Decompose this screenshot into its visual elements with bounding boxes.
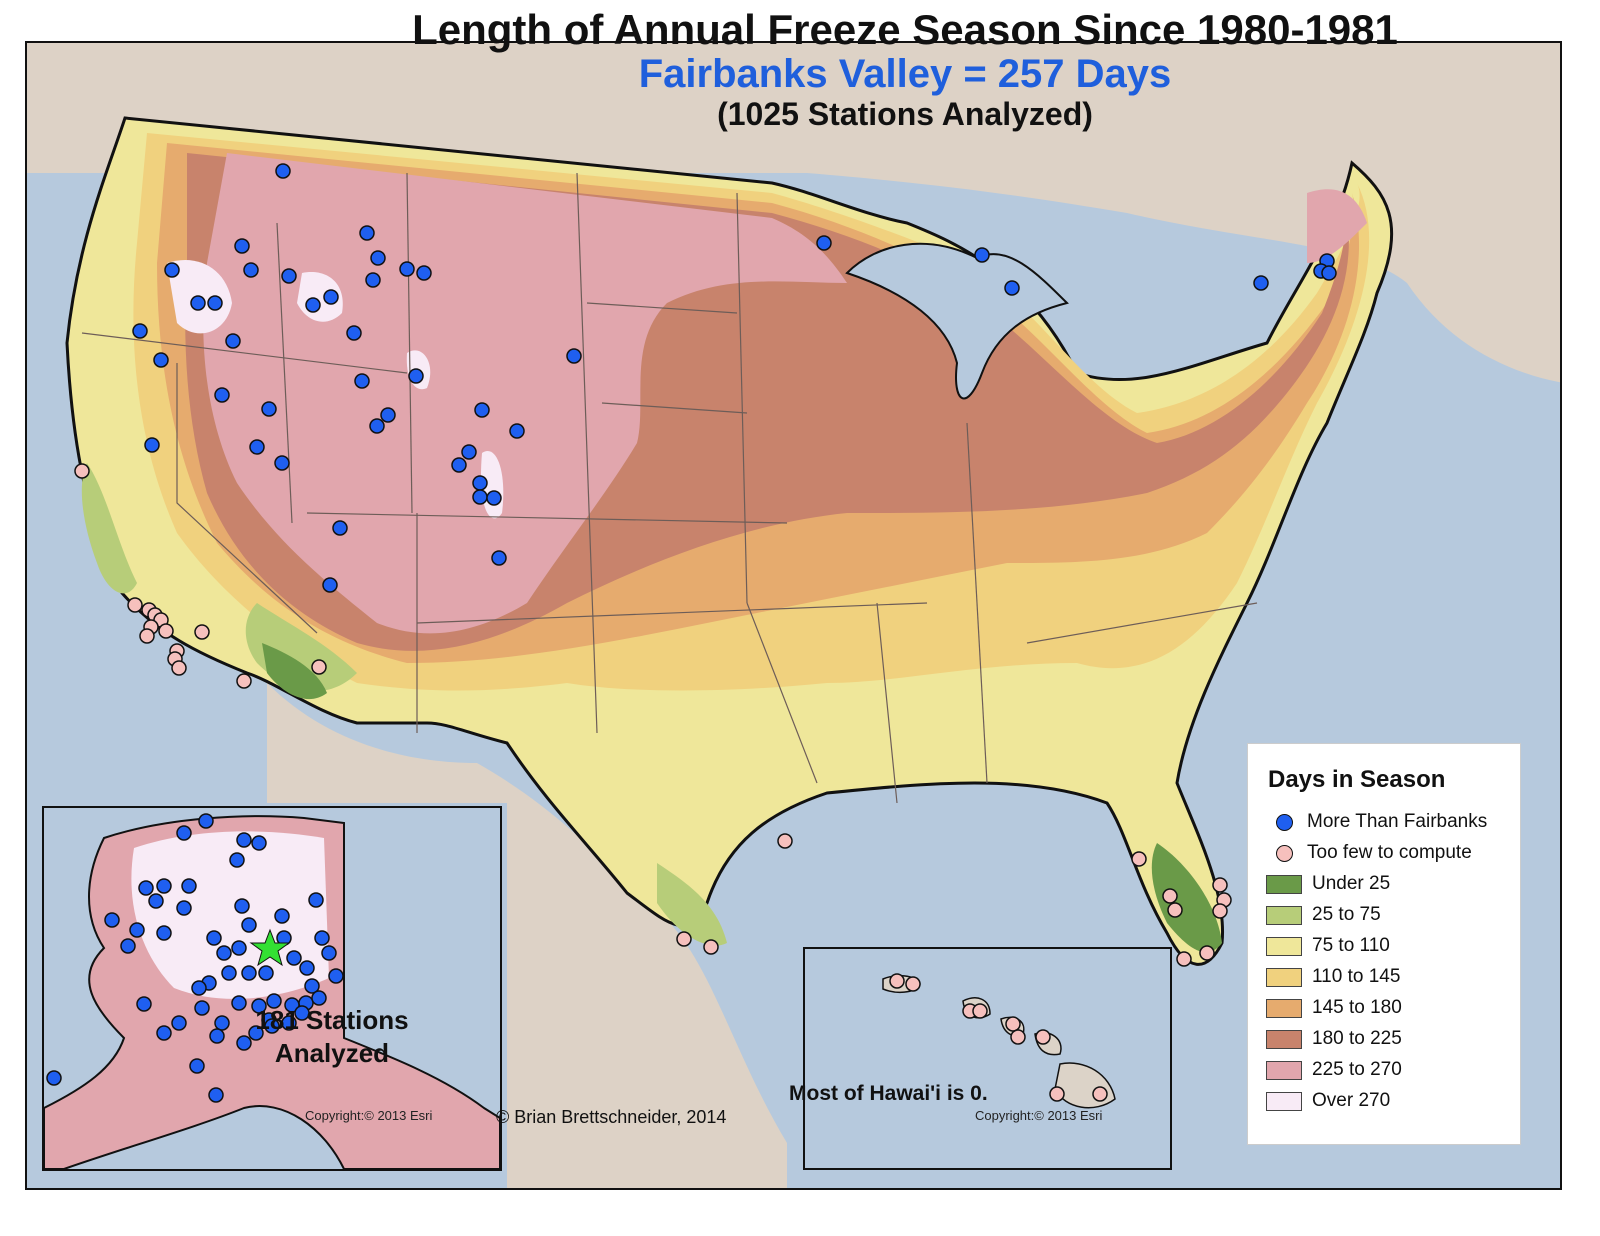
legend-item-more-than-fairbanks: More Than Fairbanks <box>1266 808 1487 836</box>
swatch-under-25 <box>1266 874 1302 894</box>
legend-label: 225 to 270 <box>1312 1059 1402 1080</box>
conus-band-270 <box>203 153 847 634</box>
swatch-180-to-225 <box>1266 1029 1302 1049</box>
legend-label: 25 to 75 <box>1312 904 1381 925</box>
map-canvas <box>27 43 1560 1188</box>
alaska-copyright: Copyright:© 2013 Esri <box>305 1108 433 1123</box>
map-frame <box>25 41 1562 1190</box>
legend-label: Too few to compute <box>1307 842 1472 863</box>
legend: Days in Season More Than Fairbanks Too f… <box>1247 743 1521 1145</box>
legend-item-too-few: Too few to compute <box>1266 839 1472 867</box>
map-title: Length of Annual Freeze Season Since 198… <box>412 6 1398 53</box>
alaska-stations-text: 181 Stations Analyzed <box>255 1005 409 1068</box>
hawaii-inset <box>803 947 1172 1170</box>
swatch-75-to-110 <box>1266 936 1302 956</box>
conus-band-green-fl <box>1151 843 1222 953</box>
hawaii-note: Most of Hawai'i is 0. <box>789 1082 988 1105</box>
station-points <box>74 163 1337 967</box>
too-few-stations <box>74 463 1232 967</box>
conus-band-under25-sw <box>262 643 327 700</box>
canada-land <box>27 43 1560 383</box>
legend-label: 110 to 145 <box>1312 966 1401 987</box>
legend-label: Over 270 <box>1312 1090 1391 1111</box>
legend-label: 180 to 225 <box>1312 1028 1402 1049</box>
legend-item-75-to-110: 75 to 110 <box>1266 932 1390 960</box>
legend-title: Days in Season <box>1268 766 1446 793</box>
hawaii-map <box>805 949 1170 1168</box>
legend-item-over-270: Over 270 <box>1266 1087 1390 1115</box>
legend-item-180-to-225: 180 to 225 <box>1266 1025 1402 1053</box>
conus-band-green-tx <box>657 863 727 946</box>
legend-item-145-to-180: 145 to 180 <box>1266 994 1402 1022</box>
swatch-25-to-75 <box>1266 905 1302 925</box>
alaska-inset <box>42 806 502 1171</box>
stations-analyzed-text: (1025 Stations Analyzed) <box>717 96 1093 132</box>
alaska-other-stations <box>156 930 310 1041</box>
more-than-fairbanks-stations <box>132 163 1337 593</box>
hawaii-stations <box>889 973 1108 1102</box>
legend-label: 145 to 180 <box>1312 997 1402 1018</box>
hawaii-copyright: Copyright:© 2013 Esri <box>975 1108 1103 1123</box>
map-subtitle: Fairbanks Valley = 257 Days <box>638 52 1172 96</box>
blue-dot-icon <box>1276 813 1293 831</box>
alaska-map <box>43 808 501 1170</box>
legend-item-25-to-75: 25 to 75 <box>1266 901 1381 929</box>
fairbanks-star-icon <box>249 928 291 967</box>
legend-label: 75 to 110 <box>1312 935 1390 956</box>
pink-dot-icon <box>1276 844 1293 862</box>
alaska-stations <box>46 813 344 1103</box>
legend-label: More Than Fairbanks <box>1307 811 1488 832</box>
conus-band-green-ca <box>81 463 137 594</box>
legend-label: Under 25 <box>1312 873 1391 894</box>
swatch-145-to-180 <box>1266 998 1302 1018</box>
author-credit: © Brian Brettschneider, 2014 <box>496 1107 727 1127</box>
swatch-over-270 <box>1266 1091 1302 1111</box>
legend-item-225-to-270: 225 to 270 <box>1266 1056 1402 1084</box>
swatch-110-to-145 <box>1266 967 1302 987</box>
legend-item-under-25: Under 25 <box>1266 870 1390 898</box>
conus-band-270-ne <box>1307 189 1367 263</box>
swatch-225-to-270 <box>1266 1060 1302 1080</box>
state-lines <box>81 172 1258 804</box>
mexico-land <box>267 683 787 1188</box>
legend-item-110-to-145: 110 to 145 <box>1266 963 1400 991</box>
